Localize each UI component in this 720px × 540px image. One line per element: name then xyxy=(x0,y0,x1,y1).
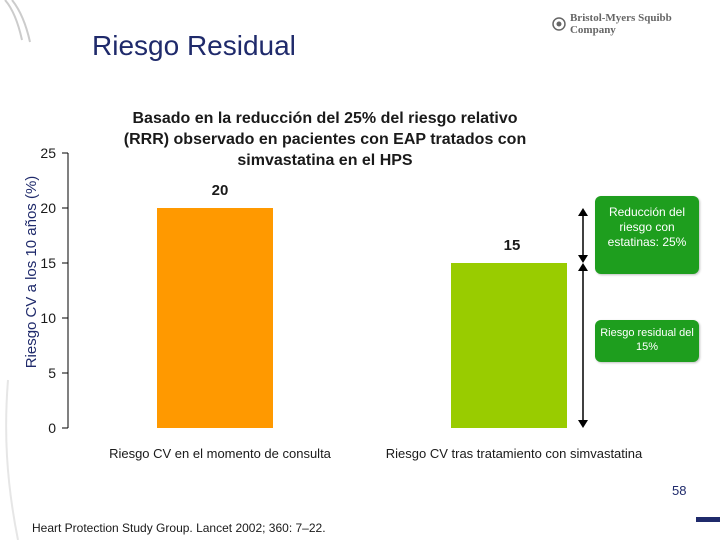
slide-title: Riesgo Residual xyxy=(92,30,296,61)
residual-arrow-head-down xyxy=(578,420,588,428)
bar xyxy=(157,208,273,428)
bar-data-label: 20 xyxy=(212,182,229,199)
x-category-label: Riesgo CV tras tratamiento con simvastat… xyxy=(386,446,643,461)
bar-data-label: 15 xyxy=(504,237,521,254)
residual-arrow-head-up xyxy=(578,263,588,271)
citation: Heart Protection Study Group. Lancet 200… xyxy=(32,521,326,535)
page-accent-bar xyxy=(696,517,720,522)
company-logo: Bristol-Myers Squibb Company xyxy=(552,12,720,36)
residual-risk-note: Riesgo residual del 15% xyxy=(595,320,699,362)
y-tick-label: 0 xyxy=(48,420,56,436)
decorative-curve xyxy=(4,0,31,540)
chart-title: Basado en la reducción del 25% del riesg… xyxy=(123,110,527,169)
page-number: 58 xyxy=(672,483,687,498)
y-tick-label: 15 xyxy=(40,255,56,271)
x-category-label: Riesgo CV en el momento de consulta xyxy=(109,446,332,461)
y-axis-label: Riesgo CV a los 10 años (%) xyxy=(23,176,40,369)
risk-reduction-note: Reducción del riesgo con estatinas: 25% xyxy=(595,196,699,274)
bar xyxy=(451,263,567,428)
y-tick-label: 25 xyxy=(40,145,56,161)
y-tick-label: 5 xyxy=(48,365,56,381)
logo-text: Bristol-Myers Squibb Company xyxy=(569,12,672,36)
logo-mark-icon xyxy=(552,17,566,31)
reduction-arrow-head-down xyxy=(578,255,588,263)
reduction-arrow-head-up xyxy=(578,208,588,216)
y-tick-label: 20 xyxy=(40,200,56,216)
y-tick-label: 10 xyxy=(40,310,56,326)
